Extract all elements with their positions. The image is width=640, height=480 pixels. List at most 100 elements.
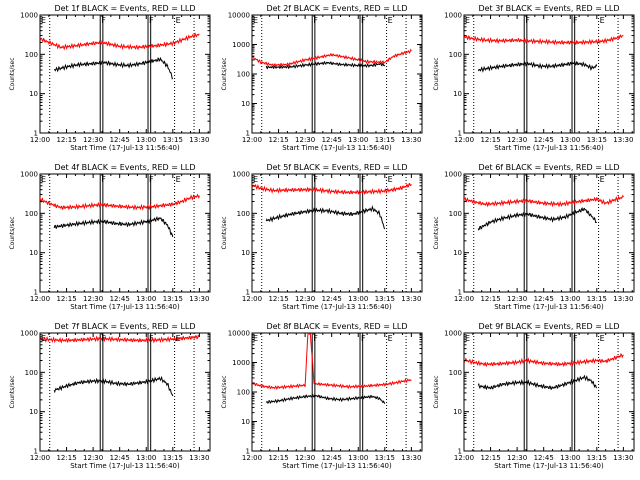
x-tick-label: 12:45 [322,295,342,303]
series-line-events [477,374,598,391]
x-axis-label: Start Time (17-Jul-13 11:56:40) [494,303,604,311]
chart-panel: Det 2f BLACK = Events, RED = LLD 12:00 12:… [221,4,423,152]
y-tick-label: 100 [449,369,462,377]
x-tick-label: 12:45 [534,454,554,462]
x-tick-label: 13:15 [375,295,395,303]
plot-area [252,333,412,451]
chart-title: Det 8f BLACK = Events, RED = LLD [266,322,407,331]
x-tick-label: 12:30 [295,136,315,144]
marker-label: F [149,334,154,343]
x-axis-label: Start Time (17-Jul-13 11:56:40) [70,303,180,311]
y-tick-label: 10 [453,249,462,257]
y-tick-label: 1000 [232,41,250,49]
series-line-events [265,205,386,230]
x-axis-label: Start Time (17-Jul-13 11:56:40) [494,144,604,152]
x-tick-label: 12:15 [268,136,288,144]
x-tick-label: 13:30 [613,136,633,144]
plot-frame [463,332,635,452]
x-tick-label: 13:15 [375,136,395,144]
chart-title: Det 3f BLACK = Events, RED = LLD [478,4,619,13]
x-tick-label: 12:00 [30,454,50,462]
x-axis-label: Start Time (17-Jul-13 11:56:40) [70,462,180,470]
x-tick-label: 12:15 [56,136,76,144]
chart-title: Det 4f BLACK = Events, RED = LLD [54,163,195,172]
plot-frame [463,173,635,293]
chart-title: Det 7f BLACK = Events, RED = LLD [54,322,195,331]
x-tick-label: 13:00 [560,454,580,462]
x-tick-label: 13:15 [163,454,183,462]
x-axis-label: Start Time (17-Jul-13 11:56:40) [282,303,392,311]
x-tick-label: 12:45 [322,454,342,462]
series-line-lld [40,334,200,344]
x-tick-label: 13:15 [163,136,183,144]
x-tick-label: 12:15 [480,136,500,144]
y-tick-label: 1 [246,448,250,456]
x-tick-label: 12:30 [83,136,103,144]
y-tick-label: 10000 [228,12,250,20]
y-tick-label: 10 [241,249,250,257]
y-tick-label: 1000 [20,171,38,179]
marker-label: E [253,175,258,184]
series-line-lld [252,48,412,67]
y-tick-label: 10 [241,418,250,426]
series-line-lld [464,352,624,368]
y-tick-label: 1 [246,130,250,138]
y-tick-label: 10 [29,249,38,257]
series-line-lld [40,193,200,211]
series-line-lld [252,182,412,196]
plot-area [252,174,412,292]
y-axis-label: Counts/sec [221,216,228,249]
y-tick-label: 1000 [444,12,462,20]
x-tick-label: 13:00 [348,295,368,303]
marker-label: E [41,16,46,25]
series-line-lld [464,194,624,208]
x-tick-label: 13:15 [587,295,607,303]
y-tick-label: 1000 [20,12,38,20]
x-tick-label: 13:30 [401,136,421,144]
x-tick-label: 12:30 [507,295,527,303]
x-axis-label: Start Time (17-Jul-13 11:56:40) [494,462,604,470]
x-tick-label: 12:45 [534,295,554,303]
marker-label: F [149,175,154,184]
series-line-events [477,60,598,73]
y-tick-label: 1000 [444,330,462,338]
y-tick-label: 1 [246,289,250,297]
x-tick-label: 13:00 [560,295,580,303]
chart-panel: Det 4f BLACK = Events, RED = LLD 12:00 12:… [9,163,211,311]
marker-label: F [361,16,366,25]
x-tick-label: 12:45 [110,136,130,144]
series-line-lld [252,333,412,391]
chart-title: Det 6f BLACK = Events, RED = LLD [478,163,619,172]
y-tick-label: 1000 [232,359,250,367]
marker-label: E [600,334,605,343]
x-tick-label: 13:30 [613,454,633,462]
x-tick-label: 12:15 [56,295,76,303]
chart-panel: Det 8f BLACK = Events, RED = LLD 12:00 12:… [221,322,423,470]
y-tick-label: 1000 [444,171,462,179]
chart-title: Det 5f BLACK = Events, RED = LLD [266,163,407,172]
plot-area [40,15,200,133]
x-tick-label: 13:15 [587,454,607,462]
y-axis-label: Counts/sec [9,57,16,90]
marker-label: F [313,175,318,184]
x-tick-label: 12:30 [83,295,103,303]
marker-label: E [176,334,181,343]
y-tick-label: 1 [34,130,38,138]
y-tick-label: 1000 [20,330,38,338]
plot-frame [39,332,211,452]
chart-panel: Det 9f BLACK = Events, RED = LLD 12:00 12:… [433,322,635,470]
marker-label: F [525,334,530,343]
x-tick-label: 13:00 [136,295,156,303]
series-line-events [477,206,598,231]
x-tick-label: 13:30 [401,295,421,303]
marker-label: E [465,175,470,184]
x-axis-label: Start Time (17-Jul-13 11:56:40) [282,144,392,152]
marker-label: F [525,16,530,25]
x-tick-label: 12:30 [295,295,315,303]
y-tick-label: 1000 [232,171,250,179]
marker-label: F [525,175,530,184]
marker-label: E [600,175,605,184]
x-tick-label: 13:30 [189,136,209,144]
x-tick-label: 13:00 [136,454,156,462]
x-tick-label: 12:45 [110,454,130,462]
